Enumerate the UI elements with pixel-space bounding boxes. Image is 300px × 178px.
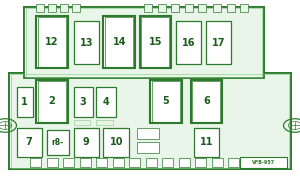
Bar: [74, 120, 90, 125]
Bar: [46, 158, 58, 167]
Bar: [38, 81, 66, 122]
Bar: [184, 4, 193, 12]
Bar: [46, 130, 69, 155]
Bar: [74, 128, 99, 157]
Bar: [195, 158, 206, 167]
Bar: [63, 158, 74, 167]
Text: 17: 17: [212, 38, 225, 48]
Text: 15: 15: [148, 37, 162, 47]
Bar: [226, 4, 235, 12]
Text: 5: 5: [162, 96, 169, 106]
Bar: [16, 128, 42, 157]
Bar: [141, 17, 169, 67]
Text: 11: 11: [200, 137, 213, 147]
Bar: [144, 4, 152, 12]
Bar: [178, 158, 190, 167]
Bar: [152, 81, 180, 122]
PathPatch shape: [9, 7, 291, 169]
Text: 3: 3: [80, 97, 87, 107]
Text: 4: 4: [102, 97, 109, 107]
Bar: [158, 4, 166, 12]
Bar: [80, 158, 91, 167]
Bar: [194, 128, 219, 157]
Text: VFB-957: VFB-957: [252, 160, 275, 165]
Bar: [171, 4, 179, 12]
Bar: [96, 87, 116, 117]
Text: 16: 16: [182, 38, 195, 48]
Bar: [140, 16, 171, 68]
Text: 1: 1: [21, 97, 28, 107]
Text: 2: 2: [48, 96, 55, 106]
Bar: [24, 7, 264, 78]
Bar: [192, 81, 220, 122]
Bar: [150, 80, 182, 123]
Text: 10: 10: [110, 137, 123, 147]
Bar: [162, 158, 173, 167]
Bar: [60, 4, 68, 12]
Bar: [36, 80, 68, 123]
Bar: [105, 17, 133, 67]
Bar: [146, 158, 157, 167]
Text: 12: 12: [45, 37, 58, 47]
Bar: [240, 4, 248, 12]
Bar: [38, 17, 66, 67]
Bar: [16, 87, 33, 117]
Bar: [198, 4, 206, 12]
Bar: [206, 21, 231, 64]
Bar: [103, 128, 129, 157]
Bar: [228, 158, 239, 167]
Bar: [11, 74, 289, 168]
Bar: [244, 158, 256, 167]
Bar: [176, 21, 201, 64]
Bar: [190, 80, 222, 123]
Bar: [36, 16, 68, 68]
Bar: [72, 4, 80, 12]
Bar: [136, 128, 159, 139]
Bar: [213, 4, 221, 12]
Bar: [48, 4, 56, 12]
Bar: [36, 4, 44, 12]
Text: 7: 7: [26, 137, 33, 147]
Bar: [26, 8, 262, 77]
Bar: [96, 158, 107, 167]
Bar: [129, 158, 140, 167]
Bar: [212, 158, 223, 167]
Bar: [96, 120, 112, 125]
Text: 14: 14: [112, 37, 126, 47]
Bar: [240, 157, 286, 168]
Bar: [9, 73, 291, 169]
Bar: [30, 158, 41, 167]
Text: r8-: r8-: [52, 138, 64, 147]
Text: 9: 9: [83, 137, 90, 147]
Bar: [112, 158, 124, 167]
Bar: [103, 16, 135, 68]
Bar: [136, 142, 159, 153]
Bar: [74, 87, 93, 117]
Text: 13: 13: [80, 38, 93, 48]
Text: 6: 6: [203, 96, 210, 106]
Bar: [74, 21, 99, 64]
